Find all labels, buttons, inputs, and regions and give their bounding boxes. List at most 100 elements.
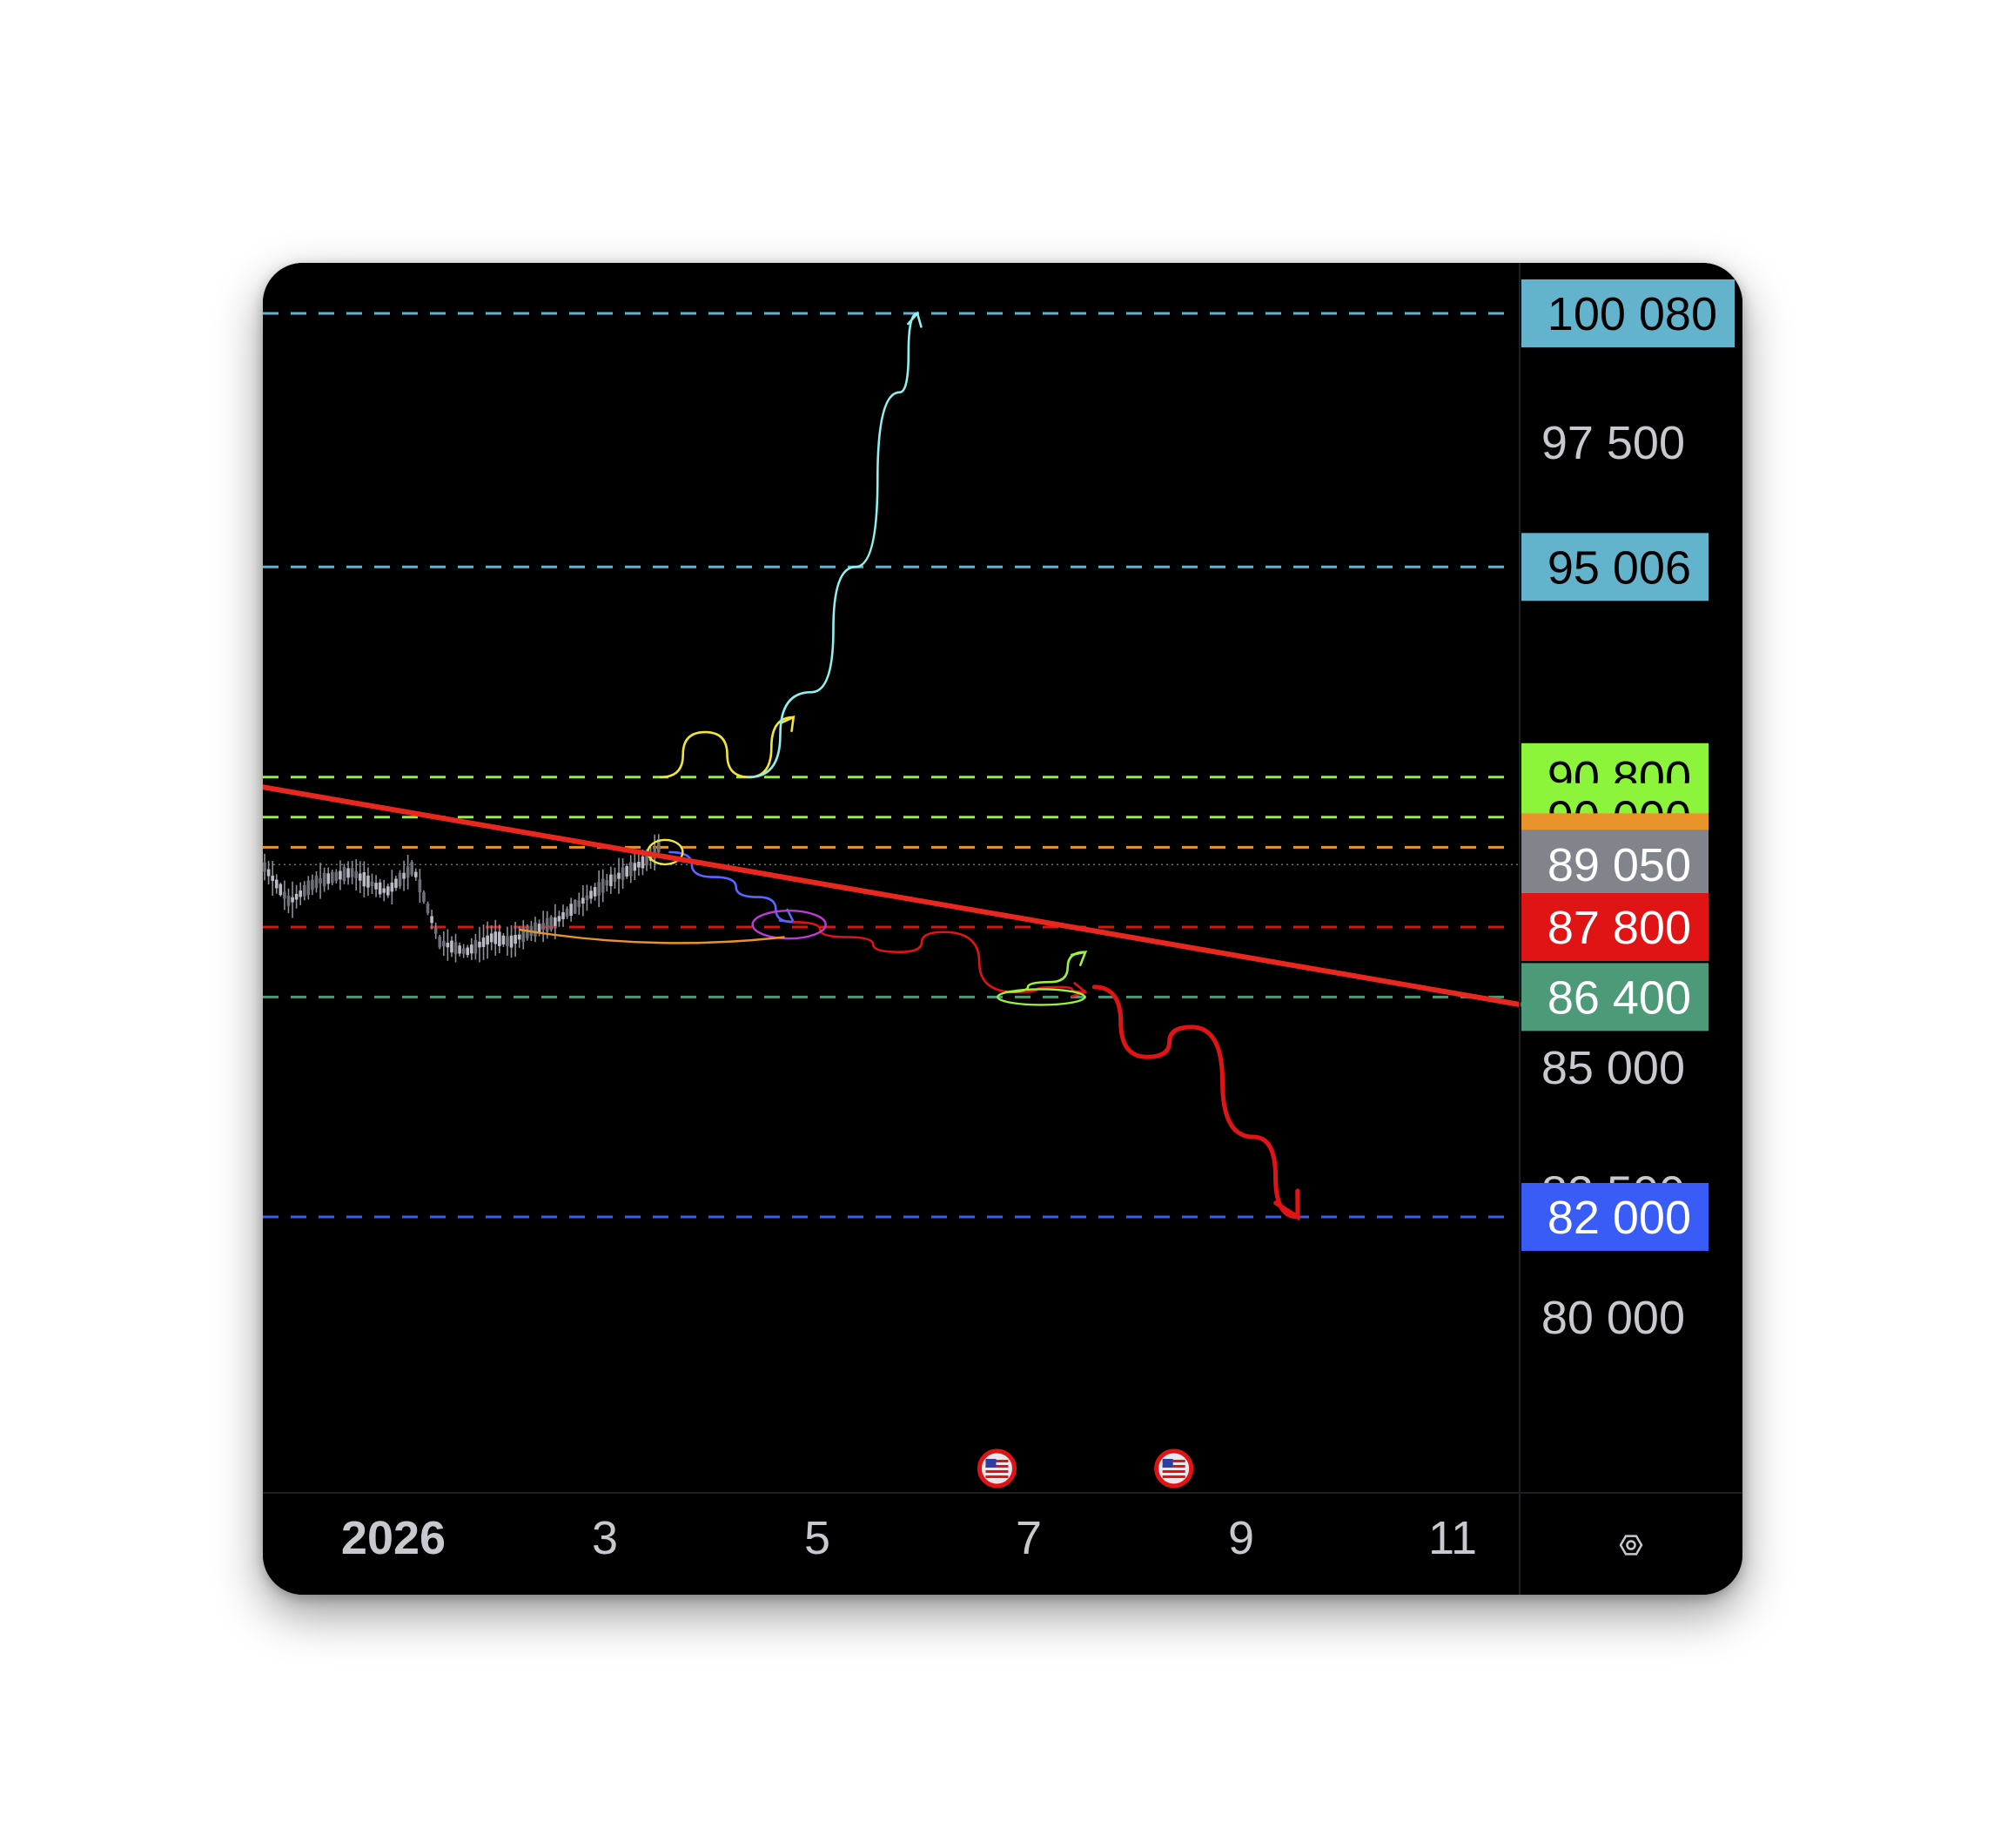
candle-body	[302, 884, 306, 897]
level-price-tag	[1521, 279, 1735, 347]
candle-body	[621, 867, 625, 880]
candle-body	[617, 872, 621, 879]
candle-body	[322, 872, 326, 887]
candle-body	[493, 931, 498, 944]
x-tick-label: 3	[592, 1512, 618, 1564]
candle-body	[378, 882, 382, 895]
level-price-label: 82 000	[1548, 1192, 1691, 1244]
candle-body	[509, 935, 514, 948]
current-price-label: 89 050	[1548, 839, 1691, 891]
settings-icon[interactable]	[1619, 1535, 1643, 1556]
flag-stripe	[985, 1470, 1009, 1473]
candle-body	[274, 879, 279, 889]
us-flag-icon	[1154, 1448, 1194, 1488]
candle-body	[498, 931, 501, 946]
candle-body	[346, 868, 350, 878]
candle-body	[390, 882, 394, 892]
gear-icon	[1619, 1535, 1643, 1556]
candle-body	[458, 945, 461, 954]
candle-body	[382, 888, 386, 893]
level-price-label: 95 006	[1548, 541, 1691, 594]
candle-body	[279, 884, 283, 896]
projection-path	[659, 716, 796, 779]
candle-body	[418, 879, 422, 893]
x-tick-label: 11	[1428, 1512, 1477, 1564]
candle-body	[557, 916, 561, 922]
projection-arrowhead	[1071, 982, 1088, 998]
candle-body	[526, 926, 529, 938]
y-tick-label: 85 000	[1541, 1042, 1685, 1094]
flag-stripe	[985, 1475, 1009, 1478]
candle-body	[486, 935, 489, 945]
projection-arrowhead	[907, 311, 923, 328]
candle-body	[350, 868, 354, 877]
level-price-tag	[1521, 533, 1709, 601]
candle-body	[299, 890, 302, 897]
y-tick-label: 80 000	[1541, 1292, 1685, 1344]
candle-body	[314, 876, 319, 889]
candle-body	[569, 904, 573, 916]
candle-body	[394, 878, 398, 889]
candle-body	[354, 871, 359, 878]
candle-body	[637, 861, 641, 868]
candle-body	[581, 897, 585, 904]
x-tick-label: 2026	[341, 1512, 446, 1564]
candle-body	[473, 939, 478, 954]
candle-body	[565, 909, 569, 917]
us-flag-event-icon[interactable]	[1154, 1448, 1194, 1488]
candle-body	[601, 878, 605, 893]
level-price-tag	[1521, 963, 1709, 1032]
candle-body	[656, 839, 661, 853]
x-tick-label: 7	[1016, 1512, 1042, 1564]
candle-body	[426, 904, 430, 913]
candle-body	[398, 872, 402, 887]
candle-body	[589, 890, 593, 899]
candle-body	[362, 872, 366, 887]
candle-body	[489, 933, 493, 943]
candle-body	[545, 917, 549, 932]
projection-path	[1091, 984, 1300, 1220]
candle-body	[410, 862, 414, 875]
x-tick-label: 9	[1228, 1512, 1254, 1564]
candle-body	[326, 873, 330, 884]
candle-body	[554, 917, 557, 926]
candle-body	[334, 871, 339, 881]
candle-body	[358, 873, 362, 881]
highlight-ellipse	[997, 988, 1086, 1006]
candle-body	[370, 881, 374, 887]
candle-body	[386, 886, 390, 896]
trendline	[263, 784, 1522, 1008]
candle-body	[442, 940, 446, 947]
candle-body	[319, 877, 322, 884]
candle-body	[514, 934, 517, 944]
flag-canton	[1162, 1459, 1173, 1468]
candle-body	[294, 893, 299, 900]
candle-body	[470, 944, 473, 954]
candle-body	[291, 897, 294, 903]
projection-path	[792, 920, 1087, 993]
candle-body	[453, 942, 458, 954]
candle-body	[263, 862, 266, 872]
candle-body	[573, 899, 577, 914]
flag-stripe	[1162, 1470, 1185, 1473]
highlight-ellipse	[751, 909, 827, 940]
candle-body	[478, 941, 481, 948]
flag-stripe	[1162, 1475, 1185, 1478]
us-flag-icon	[977, 1448, 1017, 1488]
candle-body	[466, 947, 470, 956]
candle-body	[433, 927, 438, 934]
flag-stripe	[1162, 1460, 1185, 1462]
projection-path	[748, 312, 919, 779]
candle-body	[633, 863, 637, 871]
flag-stripe	[1162, 1465, 1185, 1468]
candle-body	[537, 924, 541, 932]
candle-body	[541, 923, 545, 931]
us-flag-event-icon[interactable]	[977, 1448, 1017, 1488]
y-tick-label: 97 500	[1541, 417, 1685, 469]
support-arc	[519, 928, 785, 944]
candle-body	[374, 883, 378, 890]
candle-body	[342, 867, 346, 882]
flag-stripe	[985, 1460, 1009, 1462]
candle-body	[422, 892, 426, 902]
